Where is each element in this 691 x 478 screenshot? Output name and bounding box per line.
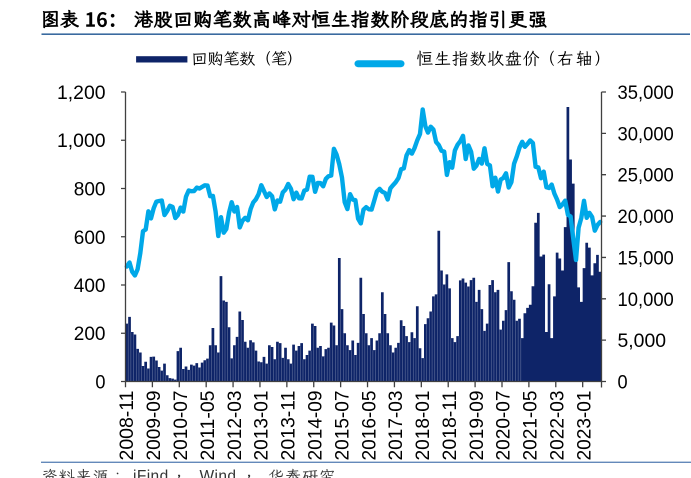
svg-text:2016-05: 2016-05 bbox=[359, 391, 380, 461]
svg-text:2021-05: 2021-05 bbox=[521, 391, 542, 461]
svg-text:400: 400 bbox=[74, 276, 106, 297]
svg-text:iFind: iFind bbox=[133, 468, 169, 478]
svg-text:2020-07: 2020-07 bbox=[494, 391, 515, 461]
svg-text:Wind: Wind bbox=[200, 468, 237, 478]
svg-text:0: 0 bbox=[95, 373, 105, 394]
svg-text:5,000: 5,000 bbox=[618, 331, 667, 352]
svg-text:2018-01: 2018-01 bbox=[413, 391, 434, 461]
svg-text:15,000: 15,000 bbox=[618, 248, 674, 269]
svg-text:1,000: 1,000 bbox=[57, 131, 106, 152]
svg-text:0: 0 bbox=[618, 373, 628, 394]
svg-text:10,000: 10,000 bbox=[618, 290, 674, 311]
svg-text:2011-05: 2011-05 bbox=[198, 391, 219, 461]
svg-text:25,000: 25,000 bbox=[618, 166, 674, 187]
svg-text:2010-07: 2010-07 bbox=[171, 391, 192, 461]
svg-text:2008-11: 2008-11 bbox=[117, 391, 138, 461]
svg-text:35,000: 35,000 bbox=[618, 83, 674, 104]
svg-text:2023-01: 2023-01 bbox=[574, 391, 595, 461]
svg-text:2009-09: 2009-09 bbox=[144, 391, 165, 461]
svg-text:2013-11: 2013-11 bbox=[279, 391, 300, 461]
svg-text:200: 200 bbox=[74, 324, 106, 345]
svg-text:2018-11: 2018-11 bbox=[440, 391, 461, 461]
svg-text:2012-03: 2012-03 bbox=[225, 391, 246, 461]
svg-text:2022-03: 2022-03 bbox=[548, 391, 569, 461]
svg-text:30,000: 30,000 bbox=[618, 124, 674, 145]
svg-text:2015-07: 2015-07 bbox=[332, 391, 353, 461]
svg-text:2013-01: 2013-01 bbox=[252, 391, 273, 461]
svg-text:20,000: 20,000 bbox=[618, 207, 674, 228]
svg-text:1,200: 1,200 bbox=[57, 83, 106, 104]
svg-text:800: 800 bbox=[74, 180, 106, 201]
svg-text:2014-09: 2014-09 bbox=[306, 391, 327, 461]
svg-text:600: 600 bbox=[74, 228, 106, 249]
svg-text:2017-03: 2017-03 bbox=[386, 391, 407, 461]
svg-text:2019-09: 2019-09 bbox=[467, 391, 488, 461]
